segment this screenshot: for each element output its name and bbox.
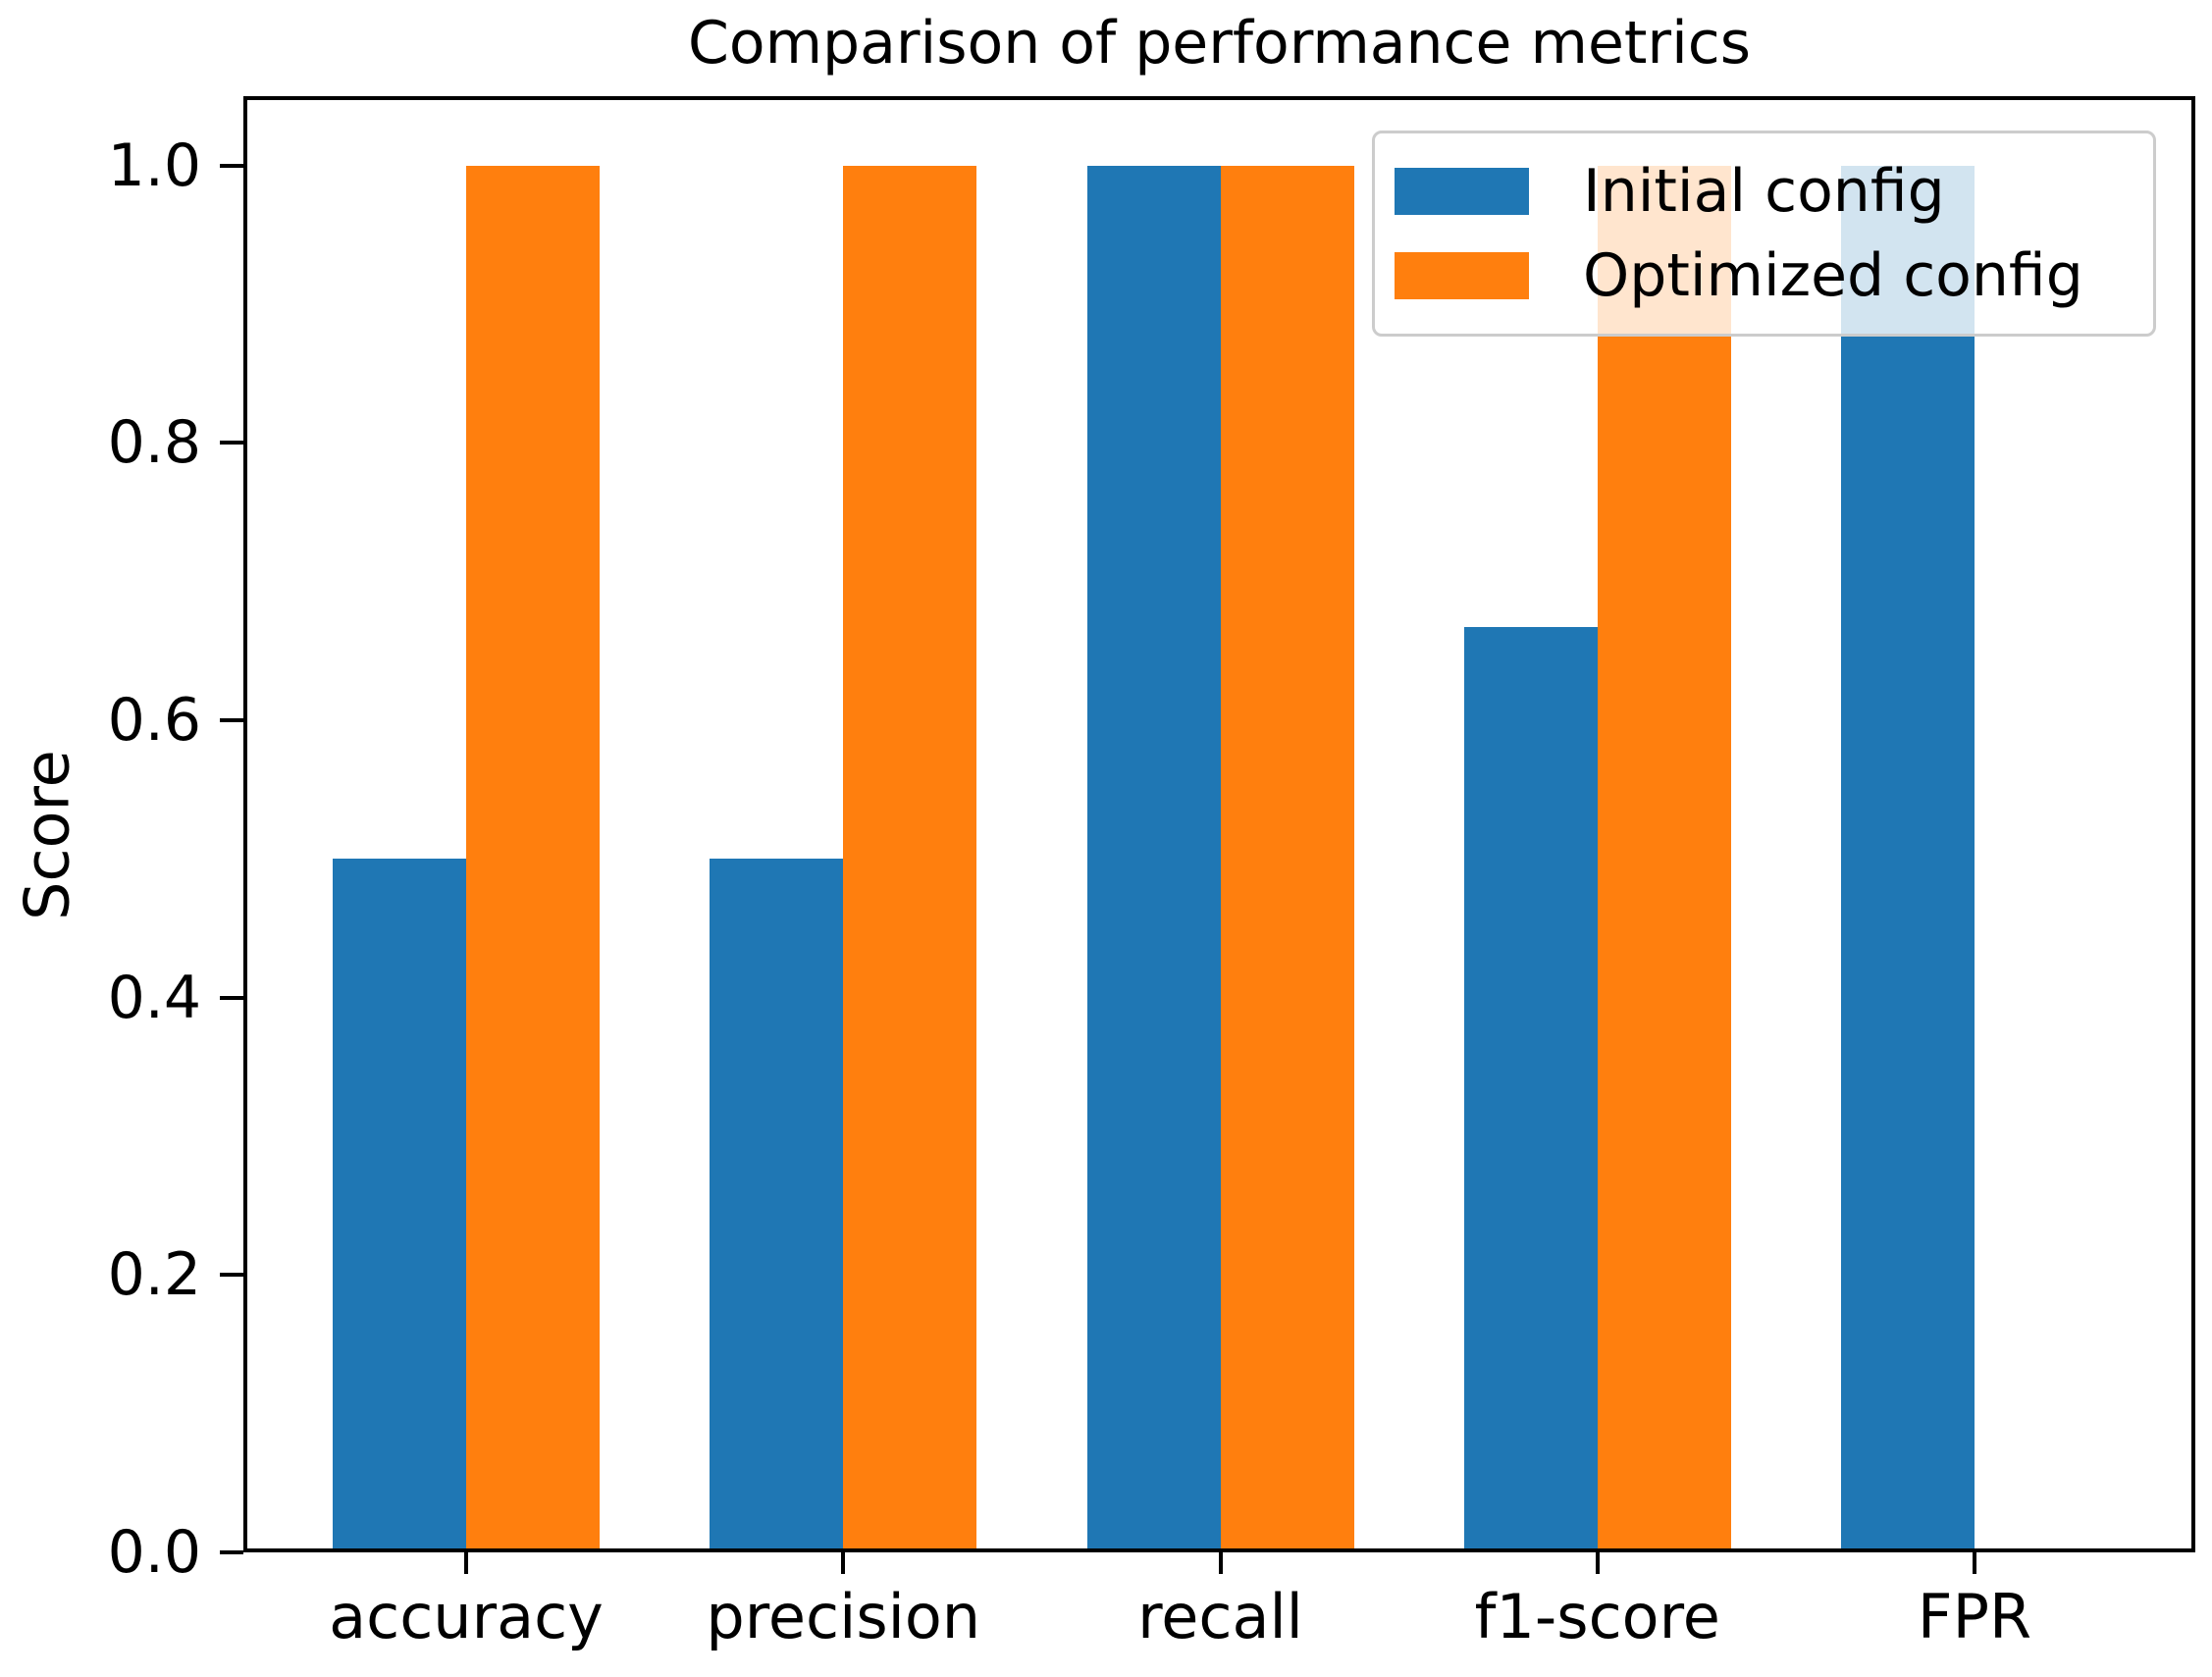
x-tick-label-precision: precision bbox=[706, 1581, 981, 1652]
x-tick-label-accuracy: accuracy bbox=[329, 1581, 604, 1652]
legend-swatch-optimized-config bbox=[1395, 252, 1529, 299]
y-tick-mark bbox=[220, 718, 243, 722]
legend-swatch-initial-config bbox=[1395, 168, 1529, 215]
bar-initial-config-f1-score bbox=[1463, 627, 1598, 1552]
x-tick-label-FPR: FPR bbox=[1917, 1581, 2032, 1652]
bar-optimized-config-recall bbox=[1220, 165, 1354, 1552]
plot-area bbox=[243, 96, 2195, 1552]
bar-optimized-config-accuracy bbox=[466, 165, 600, 1552]
y-tick-mark bbox=[220, 1273, 243, 1278]
bar-optimized-config-precision bbox=[843, 165, 977, 1552]
y-tick-label: 0.8 bbox=[107, 408, 201, 478]
x-tick-mark bbox=[1218, 1552, 1223, 1574]
bar-initial-config-recall bbox=[1086, 165, 1221, 1552]
x-tick-label-f1-score: f1-score bbox=[1474, 1581, 1720, 1652]
y-tick-label: 0.0 bbox=[107, 1518, 201, 1587]
bar-optimized-config-f1-score bbox=[1597, 165, 1731, 1552]
x-tick-mark bbox=[1595, 1552, 1600, 1574]
y-tick-mark bbox=[220, 1550, 243, 1554]
legend-item-optimized-config: Optimized config bbox=[1395, 246, 2153, 305]
bar-initial-config-precision bbox=[710, 859, 844, 1552]
bar-initial-config-FPR bbox=[1841, 165, 1975, 1552]
y-tick-mark bbox=[220, 163, 243, 168]
legend-item-initial-config: Initial config bbox=[1395, 162, 2153, 221]
x-tick-mark bbox=[841, 1552, 846, 1574]
y-tick-label: 0.4 bbox=[107, 963, 201, 1032]
x-tick-label-recall: recall bbox=[1137, 1581, 1303, 1652]
x-tick-mark bbox=[464, 1552, 468, 1574]
y-tick-label: 1.0 bbox=[107, 131, 201, 200]
chart-title: Comparison of performance metrics bbox=[687, 9, 1752, 78]
y-tick-mark bbox=[220, 441, 243, 445]
y-tick-mark bbox=[220, 995, 243, 1000]
x-tick-mark bbox=[1973, 1552, 1976, 1574]
bar-initial-config-accuracy bbox=[333, 859, 466, 1552]
y-axis-label: Score bbox=[11, 750, 83, 920]
legend-label-initial-config: Initial config bbox=[1583, 157, 1945, 226]
legend-label-optimized-config: Optimized config bbox=[1583, 241, 2083, 310]
y-tick-label: 0.6 bbox=[107, 686, 201, 755]
legend: Initial config Optimized config bbox=[1372, 131, 2156, 337]
y-tick-label: 0.2 bbox=[107, 1240, 201, 1310]
